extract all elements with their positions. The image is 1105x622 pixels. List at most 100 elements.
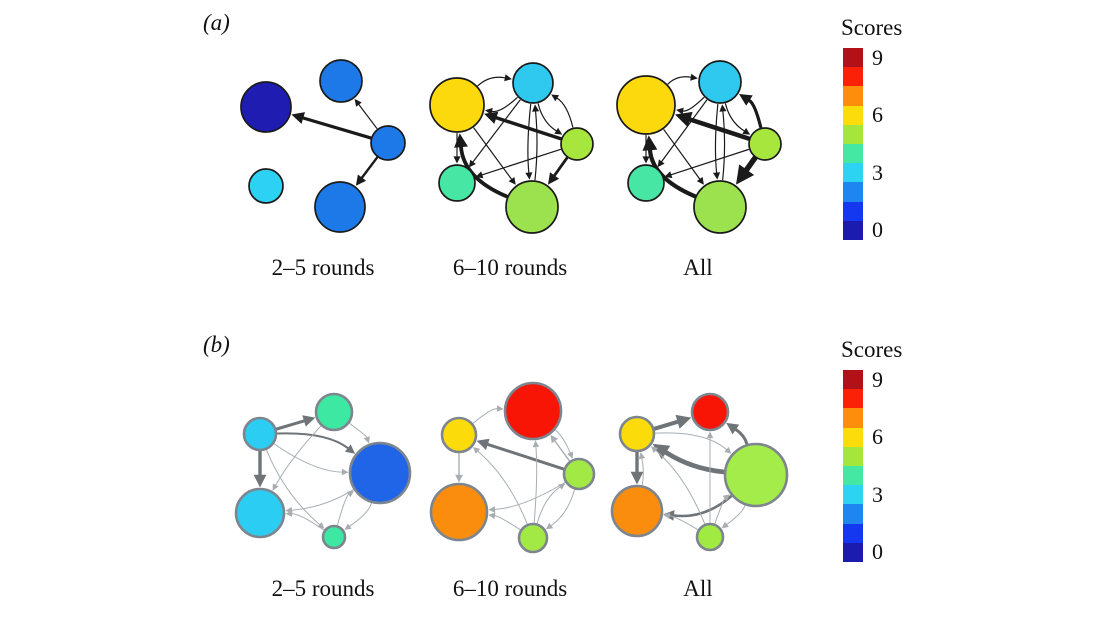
edge-arrowhead (567, 451, 574, 459)
network-node-0 (429, 77, 485, 133)
edge-arrowhead (721, 521, 729, 529)
edge-arrowhead (484, 111, 499, 124)
network-node-2 (370, 125, 406, 161)
edge-arrow (724, 103, 745, 132)
colorbar-cell-0 (843, 48, 863, 68)
network-node-2 (560, 127, 594, 161)
edge-arrow (652, 419, 680, 431)
edge-arrowhead (468, 159, 476, 168)
network-node-2 (562, 457, 596, 491)
edge-arrow (655, 450, 706, 524)
edge-arrowhead (724, 446, 732, 454)
edge-arrowhead (739, 94, 753, 106)
edge-arrow (349, 502, 372, 527)
edge-arrowhead (488, 512, 496, 519)
edge-arrow (275, 425, 322, 486)
legend-tick-label: 0 (872, 217, 883, 243)
network-node-0 (440, 416, 478, 454)
edge-arrowhead (548, 172, 560, 185)
edge-arrowhead (455, 474, 463, 483)
network-caption: All (683, 255, 713, 280)
edge-arrowhead (525, 172, 533, 180)
edge-arrowhead (545, 522, 554, 530)
edge-arrow (527, 103, 532, 174)
edge-arrowhead (454, 133, 468, 148)
edge-arrow (533, 446, 538, 523)
edge-arrowhead (508, 177, 516, 185)
edge-arrow (494, 116, 563, 141)
edge-arrowhead (664, 171, 673, 179)
panel-b-label: (b) (203, 332, 230, 357)
edge-arrowhead (675, 414, 692, 429)
edge-arrowhead (488, 506, 496, 513)
legend-tick-label: 9 (872, 366, 883, 392)
legend-tick-label: 3 (872, 481, 883, 507)
legend-tick-label: 6 (872, 102, 883, 128)
edge-arrow (472, 99, 521, 163)
edge-arrow (491, 97, 518, 113)
panel-b-network-2 (610, 392, 789, 552)
edge-arrow (667, 76, 692, 85)
edge-arrowhead (652, 443, 671, 460)
legend-scores-a: Scores 9 6 3 0 (841, 16, 921, 256)
edge-arrowhead (719, 104, 727, 112)
edge-arrowhead (475, 171, 484, 179)
legend-tick-label: 3 (872, 159, 883, 185)
edge-arrowhead (345, 444, 356, 454)
edge-arrowhead (550, 434, 558, 444)
edge-arrowhead (554, 127, 563, 135)
network-node-3 (627, 164, 665, 202)
network-node-1 (503, 381, 563, 441)
network-node-2 (723, 442, 789, 508)
edge-arrowhead (551, 94, 560, 102)
colorbar-cell-6 (843, 485, 863, 505)
network-node-1 (698, 60, 742, 104)
colorbar (843, 48, 863, 240)
edge-arrow (537, 103, 557, 132)
legend-scores-b: Scores 9 6 3 0 (841, 338, 921, 578)
edge-arrow (641, 458, 644, 486)
network-caption: All (683, 576, 713, 601)
edge-arrowhead (642, 135, 658, 151)
edge-arrowhead (696, 176, 704, 185)
edge-arrow (747, 99, 763, 129)
edge-arrowhead (354, 98, 362, 107)
colorbar-cell-2 (843, 408, 863, 428)
colorbar-cell-7 (843, 182, 863, 202)
colorbar-cell-5 (843, 465, 863, 486)
edge-arrow (669, 515, 699, 531)
edge-arrow (494, 482, 566, 510)
edge-arrowhead (473, 447, 481, 454)
colorbar-cell-9 (843, 542, 863, 562)
edge-arrowhead (657, 159, 665, 168)
edge-arrowhead (476, 438, 490, 450)
colorbar-cell-8 (843, 201, 863, 221)
edge-arrowhead (663, 512, 671, 519)
colorbar-cell-2 (843, 86, 863, 106)
network-node-3 (438, 164, 476, 202)
legend-title: Scores (841, 337, 903, 362)
edge-arrow (291, 513, 325, 531)
edge-arrowhead (706, 431, 714, 439)
legend-title: Scores (841, 15, 903, 40)
edge-arrow (336, 494, 350, 526)
colorbar-cell-4 (843, 446, 863, 466)
legend-tick-label: 9 (872, 44, 883, 70)
edge-arrow (349, 423, 368, 438)
edge-arrow (553, 156, 569, 177)
legend-tick-label: 0 (872, 539, 883, 565)
edge-arrowhead (496, 405, 504, 412)
network-node-1 (690, 392, 730, 432)
edge-arrowhead (317, 522, 325, 529)
edge-arrowhead (722, 494, 730, 501)
edge-arrowhead (344, 523, 352, 530)
edge-arrow (555, 429, 571, 454)
edge-arrowhead (532, 440, 540, 448)
network-node-3 (429, 482, 489, 542)
edge-arrowhead (558, 483, 566, 490)
edge-arrowhead (676, 107, 684, 115)
network-node-0 (240, 81, 292, 133)
panel-a-network-1 (429, 62, 594, 234)
edge-arrow (481, 148, 561, 176)
